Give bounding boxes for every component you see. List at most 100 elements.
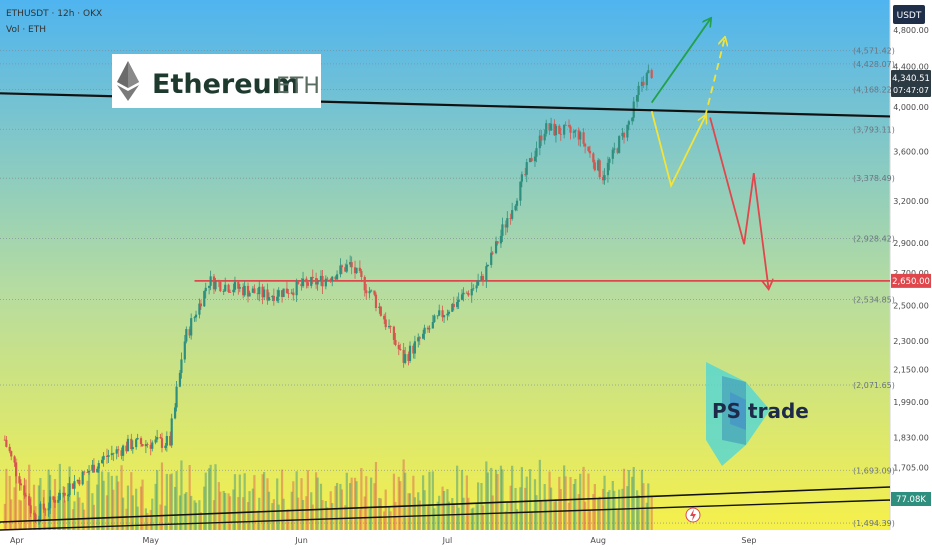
symbol-header: ETHUSDT · 12h · OKX (6, 9, 102, 19)
candle-body (18, 476, 21, 484)
volume-bar (188, 464, 191, 530)
candle-body (276, 296, 279, 301)
volume-bar (295, 471, 298, 530)
support-price-badge: 2,650.00 (891, 273, 931, 288)
ps-trade-text: PS trade (712, 399, 809, 423)
volume-bar (324, 500, 327, 530)
candle-body (248, 292, 251, 297)
candle-body (345, 264, 348, 272)
volume-bar (316, 477, 319, 530)
volume-bar (208, 468, 211, 530)
volume-bar (156, 470, 159, 530)
volume-bar (305, 496, 308, 530)
candle-body (311, 276, 314, 279)
candle-body (404, 354, 407, 363)
price-tick-label: 4,800.00 (893, 26, 929, 35)
volume-bar (525, 476, 528, 530)
volume-bar (616, 508, 619, 530)
candle-body (170, 418, 173, 446)
candle-body (545, 123, 548, 134)
volume-bar (622, 468, 626, 530)
candle-body (447, 311, 451, 314)
candle-body (86, 472, 89, 473)
volume-header: Vol · ETH (6, 25, 46, 35)
candle-body (237, 281, 240, 289)
candle-body (387, 326, 391, 328)
candle-body (214, 280, 217, 290)
candle-body (524, 174, 527, 176)
candle-body (120, 450, 123, 456)
candle-body (413, 341, 416, 354)
volume-bar (18, 499, 21, 530)
candle-body (611, 149, 614, 159)
currency-label: USDT (897, 11, 922, 21)
candle-body (402, 349, 405, 363)
level-label: (4,428.07) (853, 60, 895, 69)
volume-bar (470, 508, 473, 530)
time-tick-label: Jul (442, 536, 453, 545)
candle-body (8, 446, 11, 452)
volume-bar (190, 495, 193, 530)
volume-bar (203, 486, 206, 530)
support-price-label: 2,650.00 (892, 277, 930, 287)
candle-body (549, 123, 553, 131)
volume-bar (404, 472, 407, 530)
candle-body (529, 158, 532, 163)
candle-body (538, 135, 541, 149)
volume-bar (266, 478, 269, 530)
volume-bar (23, 495, 26, 530)
level-label: (1,693.09) (853, 466, 895, 475)
candle-body (436, 315, 439, 317)
volume-bar (178, 495, 182, 530)
scenario-path-red (709, 117, 768, 288)
candle-body (373, 290, 376, 295)
candle-body (188, 329, 191, 336)
candle-body (14, 462, 18, 477)
candle-body (462, 292, 465, 295)
candle-body (130, 438, 133, 450)
candle-body (593, 162, 596, 171)
candle-body (441, 310, 444, 318)
volume-bar (311, 504, 314, 530)
candle-body (44, 509, 47, 511)
volume-bar (173, 486, 177, 530)
candle-body (91, 464, 94, 471)
volume-bar (632, 467, 635, 530)
volume-trendline-lower (0, 499, 891, 531)
volume-bar (10, 499, 13, 530)
candle-body (358, 267, 361, 271)
volume-bar (426, 505, 430, 530)
candle-body (553, 123, 556, 136)
candle-body (219, 281, 222, 292)
candle-body (344, 267, 347, 272)
volume-bar (485, 461, 488, 530)
volume-bar (87, 471, 91, 530)
volume-bar (392, 473, 396, 530)
lightning-icon[interactable] (685, 507, 701, 523)
candle-body (456, 301, 459, 308)
volume-bar (553, 501, 556, 530)
candle-body (238, 287, 241, 289)
volume-badge-label: 77.08K (896, 495, 926, 505)
candle-body (446, 313, 449, 316)
volume-bar (246, 502, 250, 530)
volume-trendline-upper (0, 486, 891, 523)
volume-bar (110, 475, 113, 530)
candle-body (175, 386, 178, 408)
candle-body (47, 508, 50, 511)
volume-bar (248, 491, 251, 530)
candle-body (572, 131, 575, 133)
volume-bar (306, 470, 309, 530)
volume-bar (457, 507, 460, 530)
level-label: (4,571.42) (853, 46, 895, 55)
volume-bar (105, 495, 109, 530)
candle-body (412, 345, 415, 354)
candle-body (511, 210, 514, 219)
volume-bar (193, 500, 196, 530)
candle-body (57, 499, 60, 503)
candle-body (350, 262, 353, 268)
volume-bar (139, 486, 143, 530)
volume-bar (24, 479, 27, 530)
currency-badge: USDT (893, 5, 925, 24)
candle-body (217, 280, 220, 282)
